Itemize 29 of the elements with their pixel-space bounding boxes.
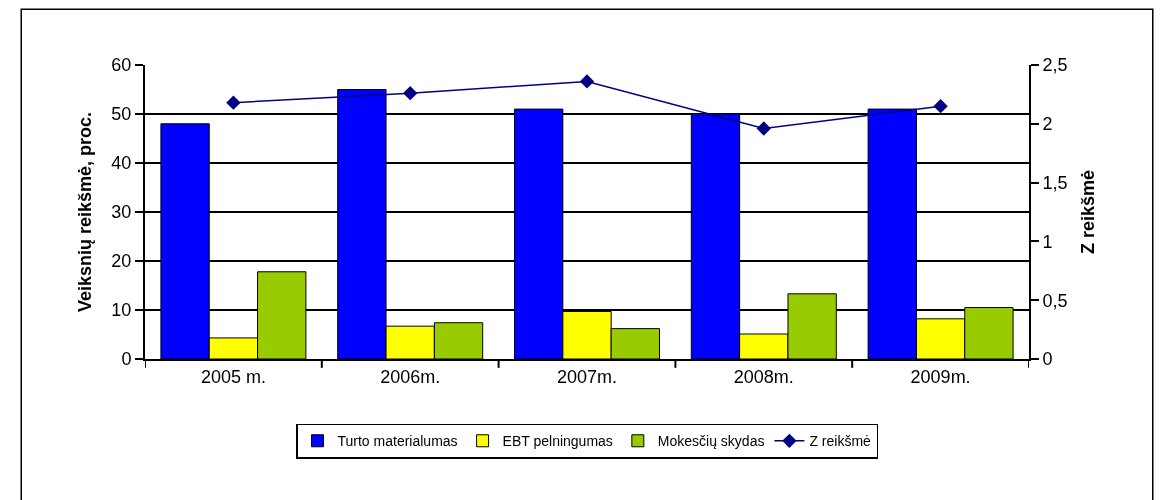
- x-tick-label: 2005 m.: [200, 366, 266, 387]
- y2-tick-label: 2,5: [1042, 55, 1068, 76]
- point: [756, 121, 771, 136]
- legend-label: Z reikšmė: [809, 433, 872, 450]
- y2-tick-label: 2: [1042, 114, 1053, 135]
- y-tick-label: 60: [111, 55, 132, 76]
- x-tick-label: 2009m.: [910, 366, 971, 387]
- y-tick-label: 50: [111, 104, 132, 125]
- y-axis-title: Veiksnių reikšmė, proc.: [75, 111, 96, 313]
- y-tick-label: 40: [111, 153, 132, 174]
- x-tick-label: 2007m.: [556, 366, 618, 387]
- y-tick-label: 20: [111, 251, 132, 272]
- x-tick-label: 2008m.: [733, 366, 794, 387]
- y-tick-label: 10: [111, 300, 132, 321]
- y-tick-label: 30: [111, 202, 132, 223]
- legend-label: EBT pelningumas: [502, 433, 613, 450]
- point: [403, 86, 418, 101]
- y2-tick-label: 1,5: [1042, 172, 1068, 193]
- legend-label: Turto materialumas: [337, 433, 458, 450]
- y2-axis-title: Z reikšmė: [1078, 169, 1099, 255]
- y2-tick-label: 0: [1042, 349, 1053, 370]
- y2-tick-label: 1: [1042, 231, 1053, 252]
- y-tick-label: 0: [121, 349, 132, 370]
- point: [933, 99, 948, 114]
- x-tick-label: 2006m.: [380, 366, 441, 387]
- y2-tick-label: 0,5: [1042, 290, 1068, 311]
- legend-label: Mokesčių skydas: [657, 433, 765, 450]
- point: [579, 74, 595, 89]
- point: [226, 95, 241, 110]
